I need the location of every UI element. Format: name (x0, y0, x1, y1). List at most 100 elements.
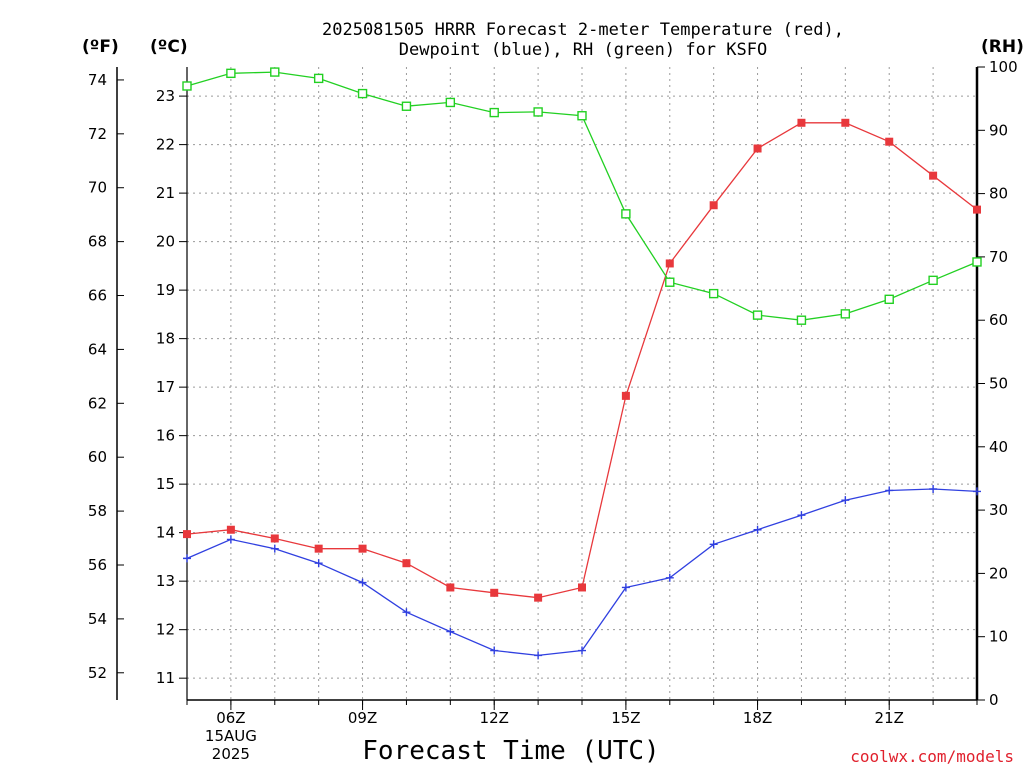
celsius-tick-label: 12 (156, 621, 175, 639)
celsius-tick-label: 23 (156, 87, 175, 105)
dewpoint-point (226, 535, 235, 544)
rh-unit-label: (RH) (981, 37, 1024, 57)
x-tick-date-label: 2025 (212, 745, 250, 763)
credit-text: coolwx.com/models (850, 747, 1014, 766)
celsius-tick-label: 21 (156, 184, 175, 202)
series-layer (182, 67, 982, 660)
fahrenheit-tick-label: 60 (88, 448, 107, 466)
fahrenheit-tick-label: 70 (88, 179, 107, 197)
rh-point (972, 257, 982, 267)
temperature-point (358, 544, 367, 553)
rh-point (708, 288, 719, 299)
rh-tick-label: 40 (989, 438, 1008, 456)
temperature-point (314, 544, 323, 553)
celsius-tick-label: 16 (156, 427, 175, 445)
rh-point (840, 309, 851, 319)
rh-tick-label: 80 (989, 185, 1008, 203)
rh-point (226, 68, 236, 79)
rh-point (752, 310, 763, 320)
fahrenheit-tick-label: 74 (88, 71, 107, 89)
rh-tick-label: 50 (989, 375, 1008, 393)
temperature-point (183, 530, 191, 539)
dewpoint-point (973, 487, 981, 496)
rh-point (445, 97, 456, 108)
celsius-tick-label: 15 (156, 475, 175, 493)
dewpoint-point (446, 627, 455, 636)
temperature-point (270, 534, 279, 543)
rh-tick-label: 70 (989, 248, 1008, 266)
rh-tick-label: 90 (989, 121, 1008, 139)
fahrenheit-tick-label: 66 (88, 287, 107, 305)
rh-tick-label: 30 (989, 501, 1008, 519)
dewpoint-point (709, 540, 718, 549)
temperature-point (665, 259, 674, 268)
temperature-point (885, 137, 894, 146)
temperature-point (841, 118, 850, 127)
celsius-tick-label: 22 (156, 136, 175, 154)
temperature-point (621, 391, 630, 400)
x-tick-label: 21Z (875, 709, 904, 727)
rh-point (313, 73, 324, 84)
fahrenheit-tick-label: 62 (88, 394, 107, 412)
rh-point (884, 294, 894, 305)
x-tick-label: 15Z (611, 709, 640, 727)
chart-title-line-2: Dewpoint (blue), RH (green) for KSFO (399, 40, 767, 60)
rh-point (270, 67, 280, 77)
dewpoint-point (665, 573, 674, 582)
dewpoint-point (929, 485, 938, 493)
celsius-tick-label: 13 (156, 572, 175, 590)
celsius-unit-label: (ºC) (150, 37, 188, 57)
grid-lines (187, 67, 977, 700)
fahrenheit-tick-label: 72 (88, 125, 107, 143)
temperature-point (929, 171, 938, 180)
temperature-point (973, 205, 981, 214)
dewpoint-point (183, 554, 191, 563)
axes: 52 54 56 58 60 62 64 66 68 70 72 74 11 12 13 14 15 16 17 18… (88, 58, 1018, 763)
rh-tick-label: 0 (989, 691, 999, 709)
celsius-tick-label: 19 (156, 281, 175, 299)
dewpoint-point (534, 651, 543, 660)
rh-tick-label: 100 (989, 58, 1018, 76)
dewpoint-point (358, 578, 367, 587)
x-axis-title: Forecast Time (UTC) (362, 736, 659, 766)
fahrenheit-tick-label: 54 (88, 610, 107, 628)
temperature-point (797, 118, 806, 127)
x-tick-label: 12Z (480, 709, 509, 727)
rh-point (577, 111, 587, 121)
rh-point (401, 101, 412, 111)
rh-point (489, 107, 499, 118)
rh-point (796, 315, 807, 325)
rh-point (665, 277, 675, 287)
temperature-point (402, 559, 411, 568)
rh-point (928, 275, 938, 286)
dewpoint-point (753, 525, 762, 534)
dewpoint-point (797, 511, 806, 520)
rh-point (621, 209, 631, 219)
x-tick-label: 09Z (348, 709, 377, 727)
fahrenheit-tick-label: 52 (88, 664, 107, 682)
celsius-tick-label: 11 (156, 669, 175, 687)
dewpoint-point (314, 559, 323, 568)
fahrenheit-tick-label: 68 (88, 233, 107, 251)
temperature-point (490, 588, 499, 597)
dewpoint-point (490, 646, 499, 655)
fahrenheit-tick-label: 56 (88, 556, 107, 574)
dewpoint-point (885, 486, 894, 495)
dewpoint-point (270, 544, 279, 553)
temperature-point (753, 144, 762, 153)
dewpoint-point (402, 608, 411, 617)
rh-point (182, 81, 192, 91)
celsius-tick-label: 14 (156, 524, 175, 542)
rh-tick-label: 20 (989, 564, 1008, 582)
celsius-tick-label: 20 (156, 233, 175, 251)
rh-tick-label: 10 (989, 628, 1008, 646)
x-tick-label: 18Z (743, 709, 772, 727)
temperature-point (446, 583, 455, 592)
temperature-point (709, 201, 718, 210)
rh-point (533, 107, 543, 117)
dewpoint-point (841, 496, 850, 505)
fahrenheit-tick-label: 58 (88, 502, 107, 520)
chart-title-line-1: 2025081505 HRRR Forecast 2-meter Tempera… (322, 20, 844, 40)
temperature-point (226, 525, 235, 534)
